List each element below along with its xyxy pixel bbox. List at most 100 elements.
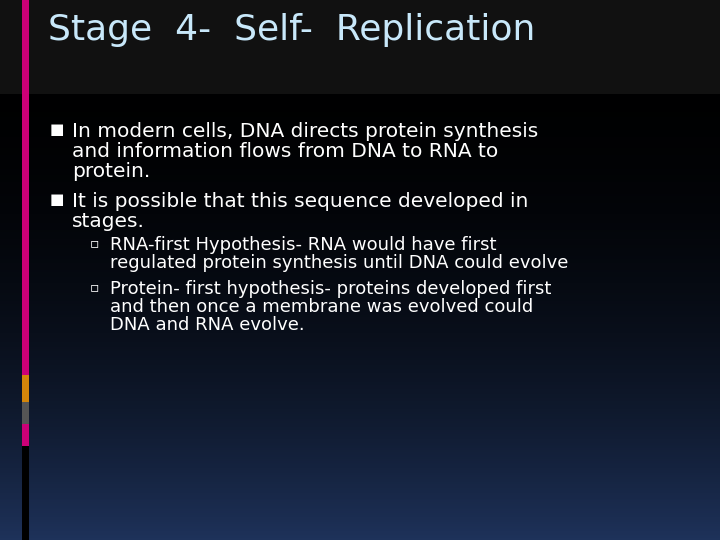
Bar xyxy=(0,6,720,9)
Bar xyxy=(0,210,720,212)
Bar xyxy=(0,242,720,245)
Bar xyxy=(0,460,720,463)
Bar xyxy=(0,375,720,378)
Bar xyxy=(0,82,720,85)
Bar xyxy=(0,330,720,333)
Bar xyxy=(0,3,720,5)
Bar xyxy=(0,359,720,362)
Bar xyxy=(0,253,720,255)
Bar xyxy=(0,148,720,151)
Bar xyxy=(0,8,720,11)
Bar xyxy=(0,136,720,139)
Bar xyxy=(0,116,720,119)
Bar xyxy=(0,300,720,302)
Bar xyxy=(0,33,720,36)
Bar xyxy=(0,273,720,275)
Bar xyxy=(0,98,720,101)
Text: Protein- first hypothesis- proteins developed first: Protein- first hypothesis- proteins deve… xyxy=(110,280,552,298)
Bar xyxy=(0,96,720,99)
Bar xyxy=(0,427,720,430)
Bar xyxy=(0,100,720,103)
Bar xyxy=(0,69,720,72)
Bar xyxy=(0,206,720,209)
Bar xyxy=(0,476,720,479)
Bar xyxy=(0,129,720,131)
Bar xyxy=(0,447,720,450)
Bar xyxy=(0,310,720,313)
Bar xyxy=(0,202,720,205)
Bar xyxy=(0,508,720,511)
Bar xyxy=(0,485,720,488)
Bar xyxy=(0,14,720,16)
Bar xyxy=(0,51,720,54)
Bar xyxy=(0,517,720,520)
Bar xyxy=(0,467,720,470)
Bar xyxy=(0,85,720,88)
Bar xyxy=(0,145,720,147)
Bar xyxy=(0,370,720,373)
Bar xyxy=(0,10,720,12)
Bar xyxy=(0,438,720,441)
Text: Stage  4-  Self-  Replication: Stage 4- Self- Replication xyxy=(48,13,536,47)
Bar xyxy=(0,343,720,346)
Bar xyxy=(22,335,29,375)
Bar xyxy=(0,226,720,228)
Bar xyxy=(0,494,720,497)
Bar xyxy=(0,172,720,174)
Bar xyxy=(0,60,720,63)
Bar xyxy=(0,418,720,421)
Bar xyxy=(0,352,720,355)
Bar xyxy=(0,393,720,396)
Bar xyxy=(0,235,720,238)
Bar xyxy=(0,436,720,439)
Bar xyxy=(0,426,720,428)
Bar xyxy=(0,68,720,70)
Bar xyxy=(0,505,720,508)
Bar xyxy=(0,345,720,347)
Bar xyxy=(0,141,720,144)
Text: RNA-first Hypothesis- RNA would have first: RNA-first Hypothesis- RNA would have fir… xyxy=(110,236,497,254)
Bar xyxy=(0,1,720,4)
Bar xyxy=(0,258,720,261)
Bar xyxy=(0,470,720,474)
Bar xyxy=(0,139,720,142)
Bar xyxy=(0,406,720,409)
Bar xyxy=(0,510,720,513)
Bar xyxy=(0,478,720,481)
Bar xyxy=(0,357,720,360)
Bar xyxy=(0,48,720,50)
Bar xyxy=(0,233,720,236)
Bar xyxy=(0,453,720,455)
Bar xyxy=(0,119,720,123)
Bar xyxy=(0,114,720,117)
Bar xyxy=(0,327,720,329)
Bar xyxy=(0,269,720,272)
Bar xyxy=(0,78,720,81)
Bar xyxy=(0,15,720,18)
Bar xyxy=(0,181,720,184)
Bar xyxy=(0,373,720,376)
Bar xyxy=(0,416,720,420)
Bar xyxy=(0,73,720,76)
Bar xyxy=(0,84,720,86)
Bar xyxy=(0,389,720,393)
Bar xyxy=(0,42,720,45)
Bar xyxy=(0,303,720,306)
Bar xyxy=(0,199,720,201)
Bar xyxy=(0,312,720,315)
Bar xyxy=(0,49,720,52)
Bar xyxy=(0,62,720,65)
Bar xyxy=(0,122,720,124)
Bar xyxy=(0,247,720,250)
Bar xyxy=(0,372,720,374)
Bar xyxy=(0,335,720,339)
Bar xyxy=(0,159,720,162)
Bar xyxy=(0,316,720,319)
Bar xyxy=(0,402,720,405)
Bar xyxy=(0,368,720,371)
Text: ■: ■ xyxy=(50,122,64,137)
Bar xyxy=(0,21,720,23)
Bar xyxy=(0,305,720,308)
Bar xyxy=(0,350,720,353)
Bar xyxy=(0,87,720,90)
